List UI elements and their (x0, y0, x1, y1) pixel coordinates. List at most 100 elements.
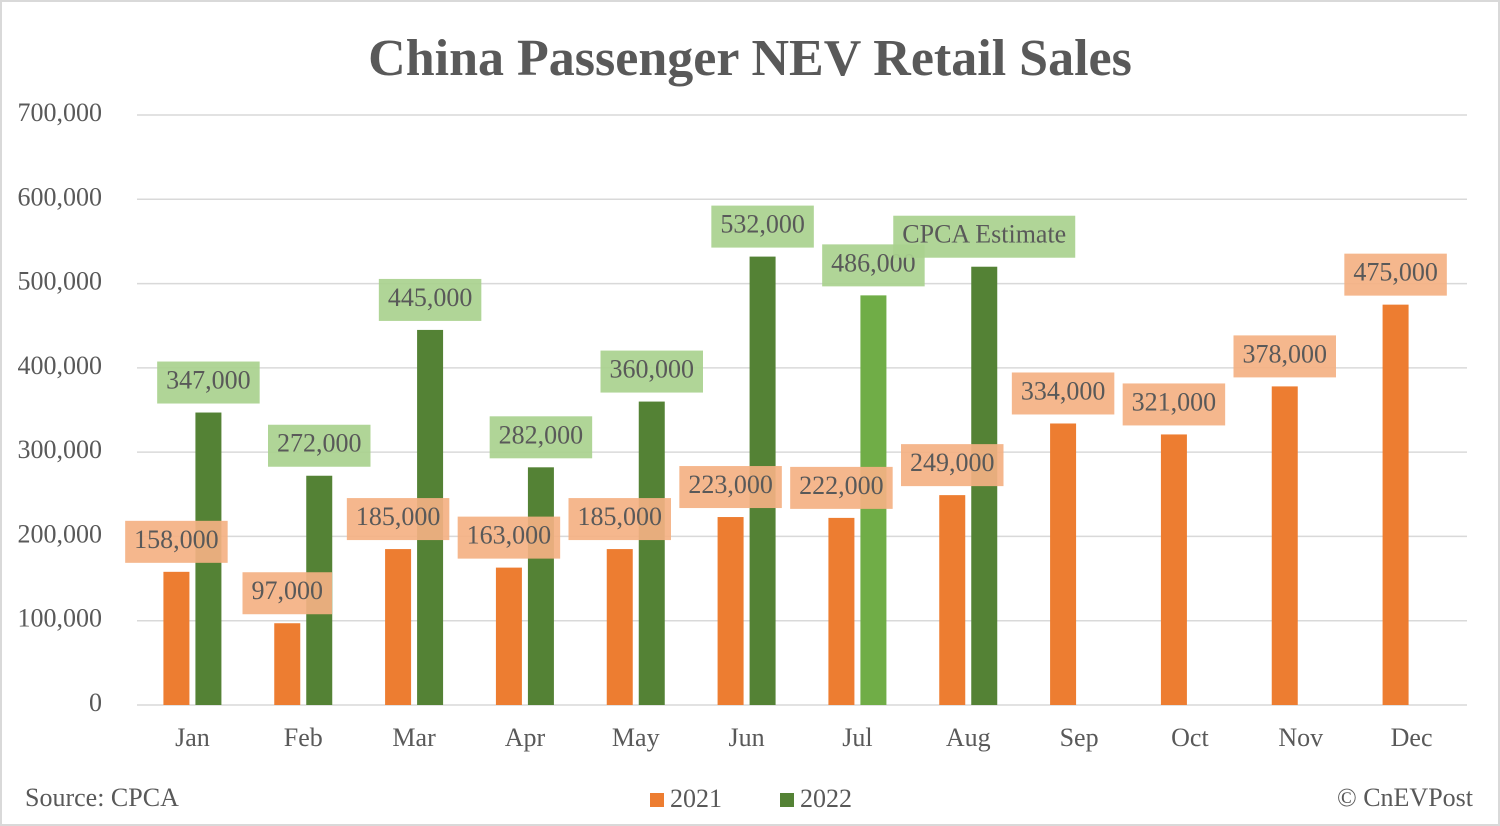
x-tick-label: Mar (392, 723, 436, 752)
bar (527, 467, 554, 705)
x-tick-label: Apr (505, 723, 546, 752)
data-label-box (1344, 253, 1447, 296)
data-label-text: 282,000 (499, 420, 584, 449)
data-label-box (457, 516, 561, 559)
data-label: 445,000 (378, 278, 482, 321)
legend-label: 2022 (800, 784, 852, 813)
data-label-text: 158,000 (134, 525, 219, 554)
source: Source: CPCA (25, 783, 179, 812)
bar (606, 549, 633, 705)
chart-title: China Passenger NEV Retail Sales (368, 30, 1132, 87)
data-label: 185,000 (568, 498, 671, 541)
x-tick-label: Dec (1391, 723, 1433, 752)
y-tick-label: 500,000 (18, 267, 103, 296)
data-label-text: 185,000 (356, 502, 441, 531)
legend: 2021 2022 (650, 784, 852, 813)
data-label: 347,000 (157, 361, 260, 404)
data-label-text: 97,000 (252, 576, 324, 605)
data-label: 475,000 (1344, 253, 1447, 296)
annotation-text: CPCA Estimate (902, 220, 1066, 249)
x-tick-label: Jun (729, 723, 765, 752)
data-label-box (1233, 335, 1336, 378)
data-label-text: 360,000 (610, 355, 695, 384)
data-label-text: 378,000 (1243, 339, 1328, 368)
bar (1271, 386, 1298, 705)
data-label: 272,000 (268, 424, 371, 467)
bar (939, 495, 966, 705)
data-label: 532,000 (711, 205, 814, 248)
data-label-box (568, 498, 671, 541)
bar (717, 517, 744, 705)
data-label-box (242, 572, 332, 615)
data-labels: 158,000 347,000 97,000 272,000 185,000 445,00… (125, 205, 1447, 615)
bar (1160, 434, 1187, 705)
y-tick-label: 300,000 (18, 435, 103, 464)
data-label-text: 185,000 (578, 502, 663, 531)
data-label-text: 445,000 (388, 283, 473, 312)
data-label: 222,000 (790, 466, 893, 509)
data-label: 249,000 (901, 444, 1004, 487)
data-label-box (125, 520, 228, 563)
data-label-text: 475,000 (1353, 258, 1438, 287)
data-label-text: 222,000 (799, 471, 884, 500)
bar (274, 623, 301, 705)
y-tick-label: 700,000 (18, 98, 103, 127)
data-label: 223,000 (679, 466, 782, 509)
data-label-box (1011, 372, 1115, 415)
data-label-text: 163,000 (467, 521, 552, 550)
y-tick-label: 600,000 (18, 182, 103, 211)
annotation: CPCA Estimate (893, 215, 1076, 258)
data-label-box (600, 350, 703, 393)
data-label-text: 334,000 (1021, 376, 1106, 405)
legend-label: 2021 (670, 784, 722, 813)
data-label: 97,000 (242, 572, 332, 615)
y-tick-label: 100,000 (18, 604, 103, 633)
data-label-text: 272,000 (277, 429, 362, 458)
data-label: 185,000 (346, 498, 450, 541)
data-label-box (679, 466, 782, 509)
x-tick-label: Nov (1278, 723, 1323, 752)
bar (163, 571, 190, 705)
bar (828, 517, 855, 705)
data-label: 321,000 (1122, 383, 1226, 426)
data-label: 163,000 (457, 516, 561, 559)
y-tick-label: 200,000 (18, 519, 103, 548)
data-label-text: 223,000 (688, 470, 773, 499)
data-label-box (790, 466, 893, 509)
bar (495, 567, 522, 705)
data-label-box (157, 361, 260, 404)
bar (638, 401, 665, 705)
data-label: 360,000 (600, 350, 703, 393)
data-label: 158,000 (125, 520, 228, 563)
bar (1382, 304, 1409, 705)
data-label-box (489, 416, 593, 459)
data-label-box (346, 498, 450, 541)
credit: © CnEVPost (1337, 783, 1474, 812)
x-tick-label: Jan (175, 723, 210, 752)
x-tick-label: Oct (1171, 723, 1209, 752)
x-tick-label: Feb (284, 723, 323, 752)
y-tick-label: 0 (89, 688, 102, 717)
bar (1050, 423, 1077, 705)
x-tick-label: Jul (842, 723, 872, 752)
x-tick-label: Sep (1060, 723, 1099, 752)
data-label: 378,000 (1233, 335, 1336, 378)
data-label-text: 532,000 (720, 210, 805, 239)
data-label: 334,000 (1011, 372, 1115, 415)
x-tick-label: May (612, 723, 660, 752)
data-label-text: 249,000 (910, 448, 995, 477)
data-label-box (901, 444, 1004, 487)
legend-swatch (650, 793, 664, 807)
y-tick-label: 400,000 (18, 351, 103, 380)
data-label-box (711, 205, 814, 248)
legend-swatch (780, 793, 794, 807)
data-label-box (1122, 383, 1226, 426)
bar (385, 549, 412, 705)
data-label-text: 321,000 (1132, 387, 1217, 416)
annotation-box (893, 215, 1076, 258)
data-label-box (378, 278, 482, 321)
data-label-box (268, 424, 371, 467)
data-label: 282,000 (489, 416, 593, 459)
data-label-text: 347,000 (166, 365, 251, 394)
